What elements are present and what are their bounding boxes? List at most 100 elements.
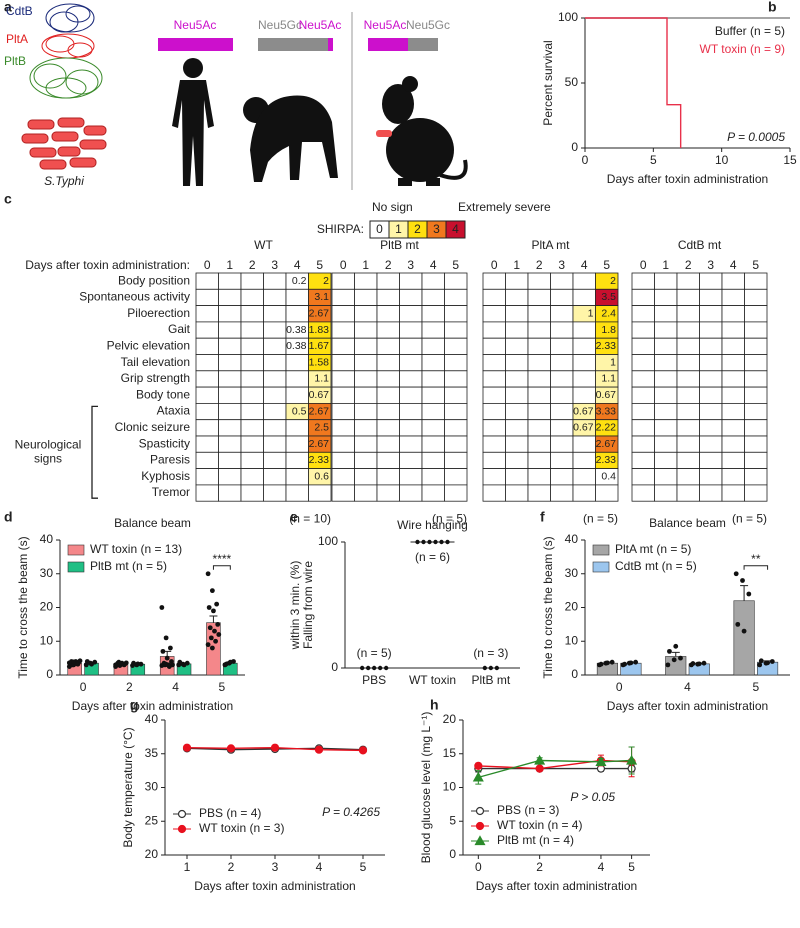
data-point	[667, 648, 672, 654]
cell	[631, 288, 655, 306]
cell	[421, 272, 445, 290]
data-point	[488, 665, 494, 671]
legend-label: PBS (n = 4)	[199, 806, 261, 820]
x-tick-label: 15	[783, 153, 797, 167]
legend-label: CdtB mt (n = 5)	[615, 559, 697, 573]
cell	[331, 272, 355, 290]
cell	[195, 468, 219, 486]
cell	[654, 435, 678, 453]
row-label: Body position	[118, 273, 190, 287]
cell	[285, 288, 309, 306]
panel-label: e	[290, 509, 298, 525]
cell-value: 2.5	[314, 422, 329, 434]
cell-value: 0.67	[309, 389, 330, 401]
cell	[421, 451, 445, 469]
cell	[285, 435, 309, 453]
cell	[631, 451, 655, 469]
cell-value: 0.38	[286, 340, 307, 352]
data-point	[445, 539, 450, 545]
marker	[474, 761, 483, 771]
cell	[550, 386, 574, 404]
cell-value: 2.67	[309, 405, 330, 417]
cell	[354, 484, 378, 502]
protein-label: CdtB	[6, 4, 33, 18]
cell	[285, 354, 309, 372]
cell	[354, 386, 378, 404]
cell	[699, 419, 723, 437]
x-tick-label: PBS	[362, 673, 386, 687]
cell	[550, 451, 574, 469]
y-tick-label: 20	[565, 600, 579, 614]
cell	[354, 419, 378, 437]
legend-level: 2	[414, 222, 421, 236]
cell	[676, 451, 700, 469]
cell	[721, 468, 745, 486]
y-tick-label: 40	[40, 532, 54, 546]
cell	[195, 337, 219, 355]
cell	[482, 370, 506, 388]
cell	[331, 337, 355, 355]
y-tick-label: 30	[145, 780, 159, 794]
n-label: (n = 5)	[432, 511, 467, 525]
cell-value: 0.5	[292, 405, 307, 417]
cell	[550, 272, 574, 290]
data-point	[181, 662, 187, 668]
legend-label: Buffer (n = 5)	[715, 24, 785, 38]
x-tick-label: 0	[640, 258, 647, 272]
x-tick-label: 4	[294, 258, 301, 272]
cell	[482, 337, 506, 355]
cell	[444, 288, 468, 306]
data-point	[609, 659, 615, 665]
cell	[744, 484, 768, 502]
cell	[195, 451, 219, 469]
cell	[195, 321, 219, 339]
row-label: Spasticity	[139, 436, 190, 450]
x-tick-label: 1	[226, 258, 233, 272]
cell	[631, 484, 655, 502]
cell	[744, 386, 768, 404]
cell	[218, 435, 242, 453]
cell	[218, 468, 242, 486]
cell	[240, 337, 264, 355]
data-point	[207, 625, 213, 631]
cell	[421, 337, 445, 355]
data-point	[209, 645, 215, 651]
cell	[505, 402, 529, 421]
cell	[376, 288, 400, 306]
cell	[505, 370, 529, 388]
cell	[699, 354, 723, 372]
cell	[721, 288, 745, 306]
row-label: Clonic seizure	[115, 420, 191, 434]
cell	[376, 451, 400, 469]
cell-value: 0.2	[292, 275, 307, 287]
legend-swatch	[67, 544, 85, 556]
cell	[285, 386, 309, 404]
cell	[572, 484, 596, 502]
row-group-bracket	[91, 405, 98, 499]
x-tick-label: 3	[271, 258, 278, 272]
x-tick-label: 3	[707, 258, 714, 272]
y-tick-label: 0	[46, 667, 53, 681]
cell	[744, 419, 768, 437]
y-axis-label: Blood glucose level (mg L⁻¹)	[419, 712, 433, 864]
row-group-label: signs	[34, 451, 62, 465]
cell	[482, 386, 506, 404]
x-tick-label: 0	[616, 680, 623, 694]
cell-value: 0.4	[601, 471, 616, 483]
cell	[744, 370, 768, 388]
cell	[572, 370, 596, 388]
cell	[399, 402, 423, 421]
marker	[472, 771, 484, 782]
row-label: Body tone	[136, 387, 190, 401]
marker	[270, 743, 280, 752]
cell	[527, 321, 551, 339]
data-point	[741, 628, 747, 634]
cell	[376, 337, 400, 355]
cell	[354, 402, 378, 421]
cell	[482, 402, 506, 421]
legend-swatch	[592, 561, 610, 573]
x-tick-label: 1	[362, 258, 369, 272]
cell	[376, 305, 400, 323]
x-tick-label: 4	[730, 258, 737, 272]
y-tick-label: 0	[449, 847, 456, 861]
